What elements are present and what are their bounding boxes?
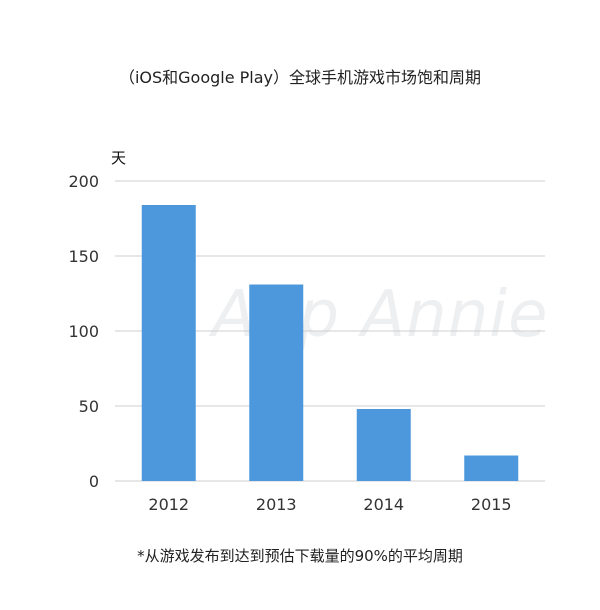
x-tick-label: 2014: [363, 495, 404, 514]
footnote: *从游戏发布到达到预估下载量的90%的平均周期: [137, 547, 463, 565]
y-tick-label: 50: [79, 397, 99, 416]
bar-2012: [141, 205, 196, 481]
y-tick-label: 200: [68, 172, 99, 191]
y-tick-labels: 0 50 100 150 200: [68, 172, 99, 491]
x-tick-labels: 2012 2013 2014 2015: [148, 495, 511, 514]
x-tick-label: 2013: [256, 495, 297, 514]
y-tick-label: 100: [68, 322, 99, 341]
bar-2013: [249, 284, 304, 481]
y-tick-label: 150: [68, 247, 99, 266]
y-tick-label: 0: [89, 472, 99, 491]
chart-title: （iOS和Google Play）全球手机游戏市场饱和周期: [118, 68, 482, 87]
bars: [141, 205, 519, 481]
x-tick-label: 2015: [471, 495, 512, 514]
y-axis-label: 天: [111, 149, 126, 167]
x-tick-label: 2012: [148, 495, 189, 514]
bar-2014: [356, 409, 411, 481]
bar-2015: [464, 455, 519, 481]
